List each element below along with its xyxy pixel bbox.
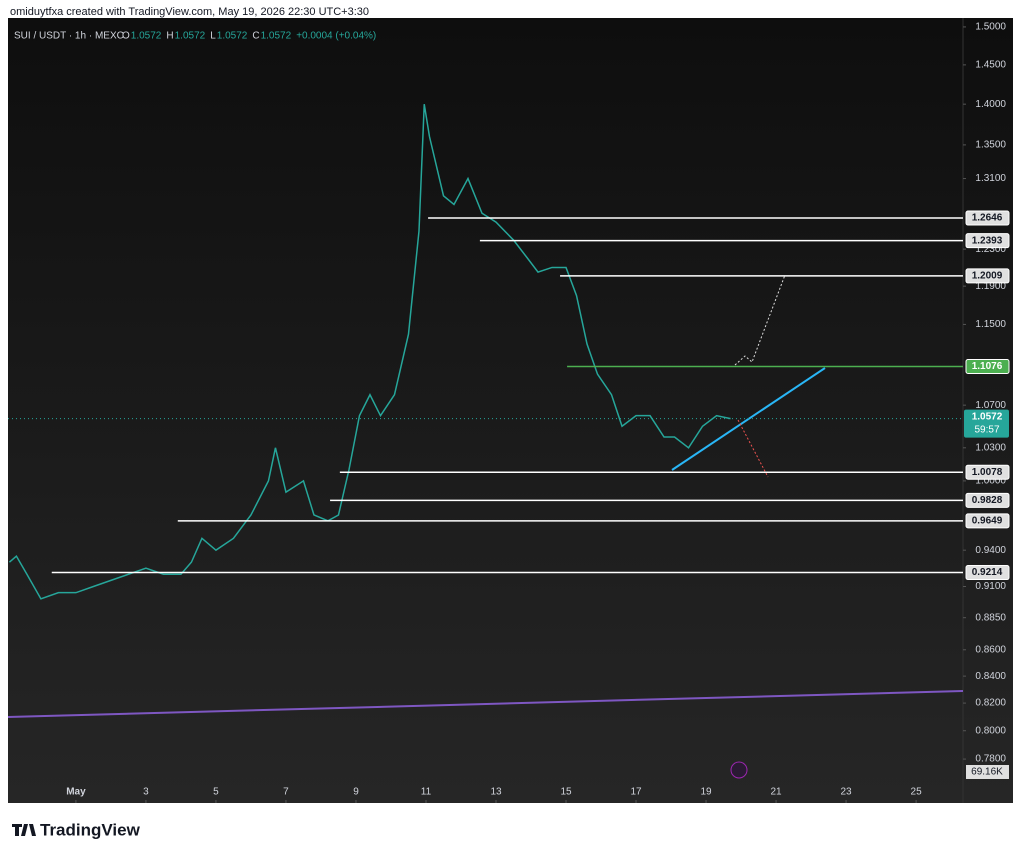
x-tick-label: 11: [421, 787, 432, 798]
level-label: 0.9649: [972, 516, 1003, 527]
x-tick-label: May: [66, 787, 86, 798]
level-tag: [965, 210, 1010, 226]
level-label: 1.0078: [972, 467, 1003, 478]
ohlc-label: C: [252, 31, 259, 42]
y-tick-label: 1.0300: [975, 442, 1006, 453]
level-tag: [965, 233, 1010, 249]
x-tick-label: 25: [911, 787, 923, 798]
y-tick-label: 0.9100: [975, 581, 1006, 592]
x-tick-label: 19: [700, 787, 712, 798]
legend-symbol: SUI / USDT · 1h · MEXC: [14, 31, 124, 42]
y-tick-label: 0.8000: [975, 725, 1006, 736]
x-tick-label: 3: [143, 787, 149, 798]
ohlc-value: 1.0572: [131, 31, 162, 42]
ohlc-value: 1.0572: [261, 31, 292, 42]
ohlc-label: O: [122, 31, 130, 42]
x-tick-label: 21: [770, 787, 782, 798]
brand: TradingView: [40, 820, 141, 839]
level-tag: [965, 268, 1010, 284]
y-tick-label: 1.5000: [975, 22, 1006, 33]
y-tick-label: 1.3100: [975, 173, 1006, 184]
y-tick-label: 1.3500: [975, 140, 1006, 151]
level-tag: [965, 358, 1010, 374]
level-tag: [965, 492, 1010, 508]
y-tick-label: 1.0000: [975, 476, 1006, 487]
y-tick-label: 0.9400: [975, 545, 1006, 556]
x-tick-label: 13: [490, 787, 502, 798]
projection-down: [737, 419, 769, 478]
volume-tag: [966, 765, 1009, 779]
change: +0.0004 (+0.04%): [296, 31, 376, 42]
y-tick-label: 1.1900: [975, 281, 1006, 292]
chart-area: [8, 18, 1013, 803]
legend-ohlc: O 1.0572 H 1.0572 L 1.0572 C 1.0572 +0.0004 (+0.…: [122, 31, 376, 42]
alert-icon: [730, 761, 748, 779]
y-tick-label: 1.0700: [975, 400, 1006, 411]
ohlc-label: H: [166, 31, 173, 42]
y-tick-label: 0.8400: [975, 671, 1006, 682]
price-tag: [964, 409, 1009, 438]
level-label: 1.2393: [972, 235, 1003, 246]
logo-icon: [12, 824, 36, 836]
y-tick-label: 1.4000: [975, 99, 1006, 110]
level-label: 0.9828: [972, 495, 1003, 506]
plot: 1.5000 1.4500 1.4000 1.3500 1.3100 1.2300 1.19…: [8, 22, 1010, 803]
ohlc-label: L: [210, 31, 216, 42]
level-tag: [965, 464, 1010, 480]
y-tick-label: 1.2300: [975, 244, 1006, 255]
y-tick-label: 0.8850: [975, 612, 1006, 623]
drawing-line: [7, 690, 964, 718]
volume-label: 69.16K: [971, 767, 1003, 778]
countdown: 59:57: [974, 424, 999, 435]
x-tick-label: 7: [283, 787, 289, 798]
ohlc-value: 1.0572: [175, 31, 206, 42]
caption: omiduytfxa created with TradingView.com,…: [10, 6, 369, 18]
y-tick-label: 0.8600: [975, 644, 1006, 655]
price-line: [8, 104, 731, 600]
x-tick-label: 9: [353, 787, 359, 798]
x-tick-label: 23: [841, 787, 853, 798]
level-tag: [965, 565, 1010, 581]
projection-up: [734, 274, 786, 366]
y-tick-label: 1.4500: [975, 60, 1006, 71]
level-label: 1.2646: [972, 213, 1003, 224]
x-tick-label: 17: [630, 787, 642, 798]
level-label: 0.9214: [972, 567, 1003, 578]
ohlc-value: 1.0572: [217, 31, 248, 42]
last-price: 1.0572: [972, 411, 1003, 422]
x-tick-label: 5: [213, 787, 219, 798]
level-label: 1.2009: [972, 271, 1003, 282]
y-tick-label: 0.8200: [975, 698, 1006, 709]
x-tick-label: 15: [560, 787, 572, 798]
y-tick-label: 1.1500: [975, 319, 1006, 330]
y-tick-label: 0.7800: [975, 754, 1006, 765]
level-tag: [965, 513, 1010, 529]
level-label: 1.1076: [972, 361, 1003, 372]
